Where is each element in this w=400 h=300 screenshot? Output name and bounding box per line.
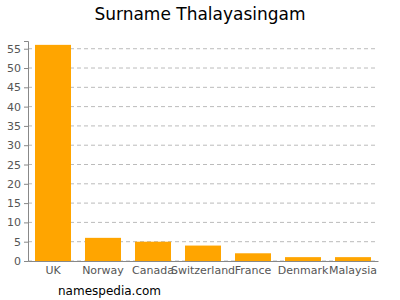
y-tick-mark: [24, 107, 28, 108]
y-tick-label: 15: [7, 197, 21, 210]
y-tick: 10: [7, 216, 28, 229]
grid-line: [28, 48, 378, 49]
x-tick: UK: [45, 261, 61, 277]
x-tick: Norway: [82, 261, 124, 277]
y-tick: 45: [7, 81, 28, 94]
grid-line: [28, 125, 378, 126]
grid-line: [28, 203, 378, 204]
y-tick: 15: [7, 197, 28, 210]
x-tick-label: Denmark: [278, 264, 329, 277]
y-tick-label: 5: [14, 236, 21, 249]
x-axis: UK Norway CanadaSwitzerlandFrance DenmarkMa…: [29, 261, 379, 277]
x-tick-label: Norway: [82, 264, 124, 277]
bar: [85, 238, 121, 261]
grid-line: [28, 183, 378, 184]
grid-line: [28, 241, 378, 242]
grid-line: [28, 222, 378, 223]
y-tick-mark: [24, 242, 28, 243]
plot: 0 5 10 15 20 25 30 35 40 45 50 55 UK Norway CanadaSwit…: [7, 42, 379, 277]
y-tick-mark: [24, 49, 28, 50]
y-tick-label: 40: [7, 101, 21, 114]
y-tick-label: 45: [7, 81, 21, 94]
grid-line: [28, 68, 378, 69]
bar: [185, 246, 221, 261]
bars: [35, 45, 371, 261]
y-tick-mark: [24, 68, 28, 69]
y-tick: 0: [14, 255, 28, 268]
y-tick-mark: [24, 165, 28, 166]
y-tick: 5: [14, 236, 28, 249]
x-tick-label: France: [235, 264, 272, 277]
bar: [35, 45, 71, 261]
y-tick-mark: [24, 87, 28, 88]
bar: [135, 242, 171, 261]
bar: [335, 257, 371, 261]
y-tick-label: 0: [14, 255, 21, 268]
grid-line: [28, 164, 378, 165]
y-tick-label: 10: [7, 216, 21, 229]
grid-line: [28, 87, 378, 88]
y-tick: 50: [7, 62, 28, 75]
y-tick: 55: [7, 43, 28, 56]
y-tick-label: 20: [7, 178, 21, 191]
y-tick-mark: [24, 222, 28, 223]
source: namespedia.com: [58, 284, 161, 298]
y-tick-mark: [24, 261, 28, 262]
x-tick-label: UK: [45, 264, 61, 277]
x-tick-label: Canada: [132, 264, 174, 277]
y-tick-mark: [24, 126, 28, 127]
x-tick-label: Switzerland: [171, 264, 235, 277]
bar: [235, 253, 271, 261]
grid-line: [28, 106, 378, 107]
grid-line: [28, 145, 378, 146]
y-tick: 40: [7, 101, 28, 114]
x-tick: France: [235, 261, 272, 277]
x-tick: Switzerland: [171, 261, 235, 277]
x-tick: Canada: [132, 261, 174, 277]
y-tick-mark: [24, 203, 28, 204]
y-tick-label: 35: [7, 120, 21, 133]
y-tick-label: 30: [7, 139, 21, 152]
x-tick: Malaysia: [329, 261, 377, 277]
y-tick: 25: [7, 159, 28, 172]
x-tick-label: Malaysia: [329, 264, 377, 277]
chart: Surname Thalayasingam 0 5 10 15 20 25 30 35 40 45 5…: [0, 0, 400, 300]
grid: [28, 49, 378, 261]
y-tick: 35: [7, 120, 28, 133]
y-tick-label: 25: [7, 159, 21, 172]
y-axis: 0 5 10 15 20 25 30 35 40 45 50 55: [7, 42, 29, 269]
y-axis-line: [24, 42, 29, 262]
y-tick-label: 55: [7, 43, 21, 56]
y-tick-mark: [24, 145, 28, 146]
title: Surname Thalayasingam: [94, 4, 305, 24]
y-tick-label: 50: [7, 62, 21, 75]
y-tick: 30: [7, 139, 28, 152]
x-axis-line: [29, 261, 379, 262]
bar: [285, 257, 321, 261]
y-tick: 20: [7, 178, 28, 191]
y-tick-mark: [24, 184, 28, 185]
x-tick: Denmark: [278, 261, 329, 277]
